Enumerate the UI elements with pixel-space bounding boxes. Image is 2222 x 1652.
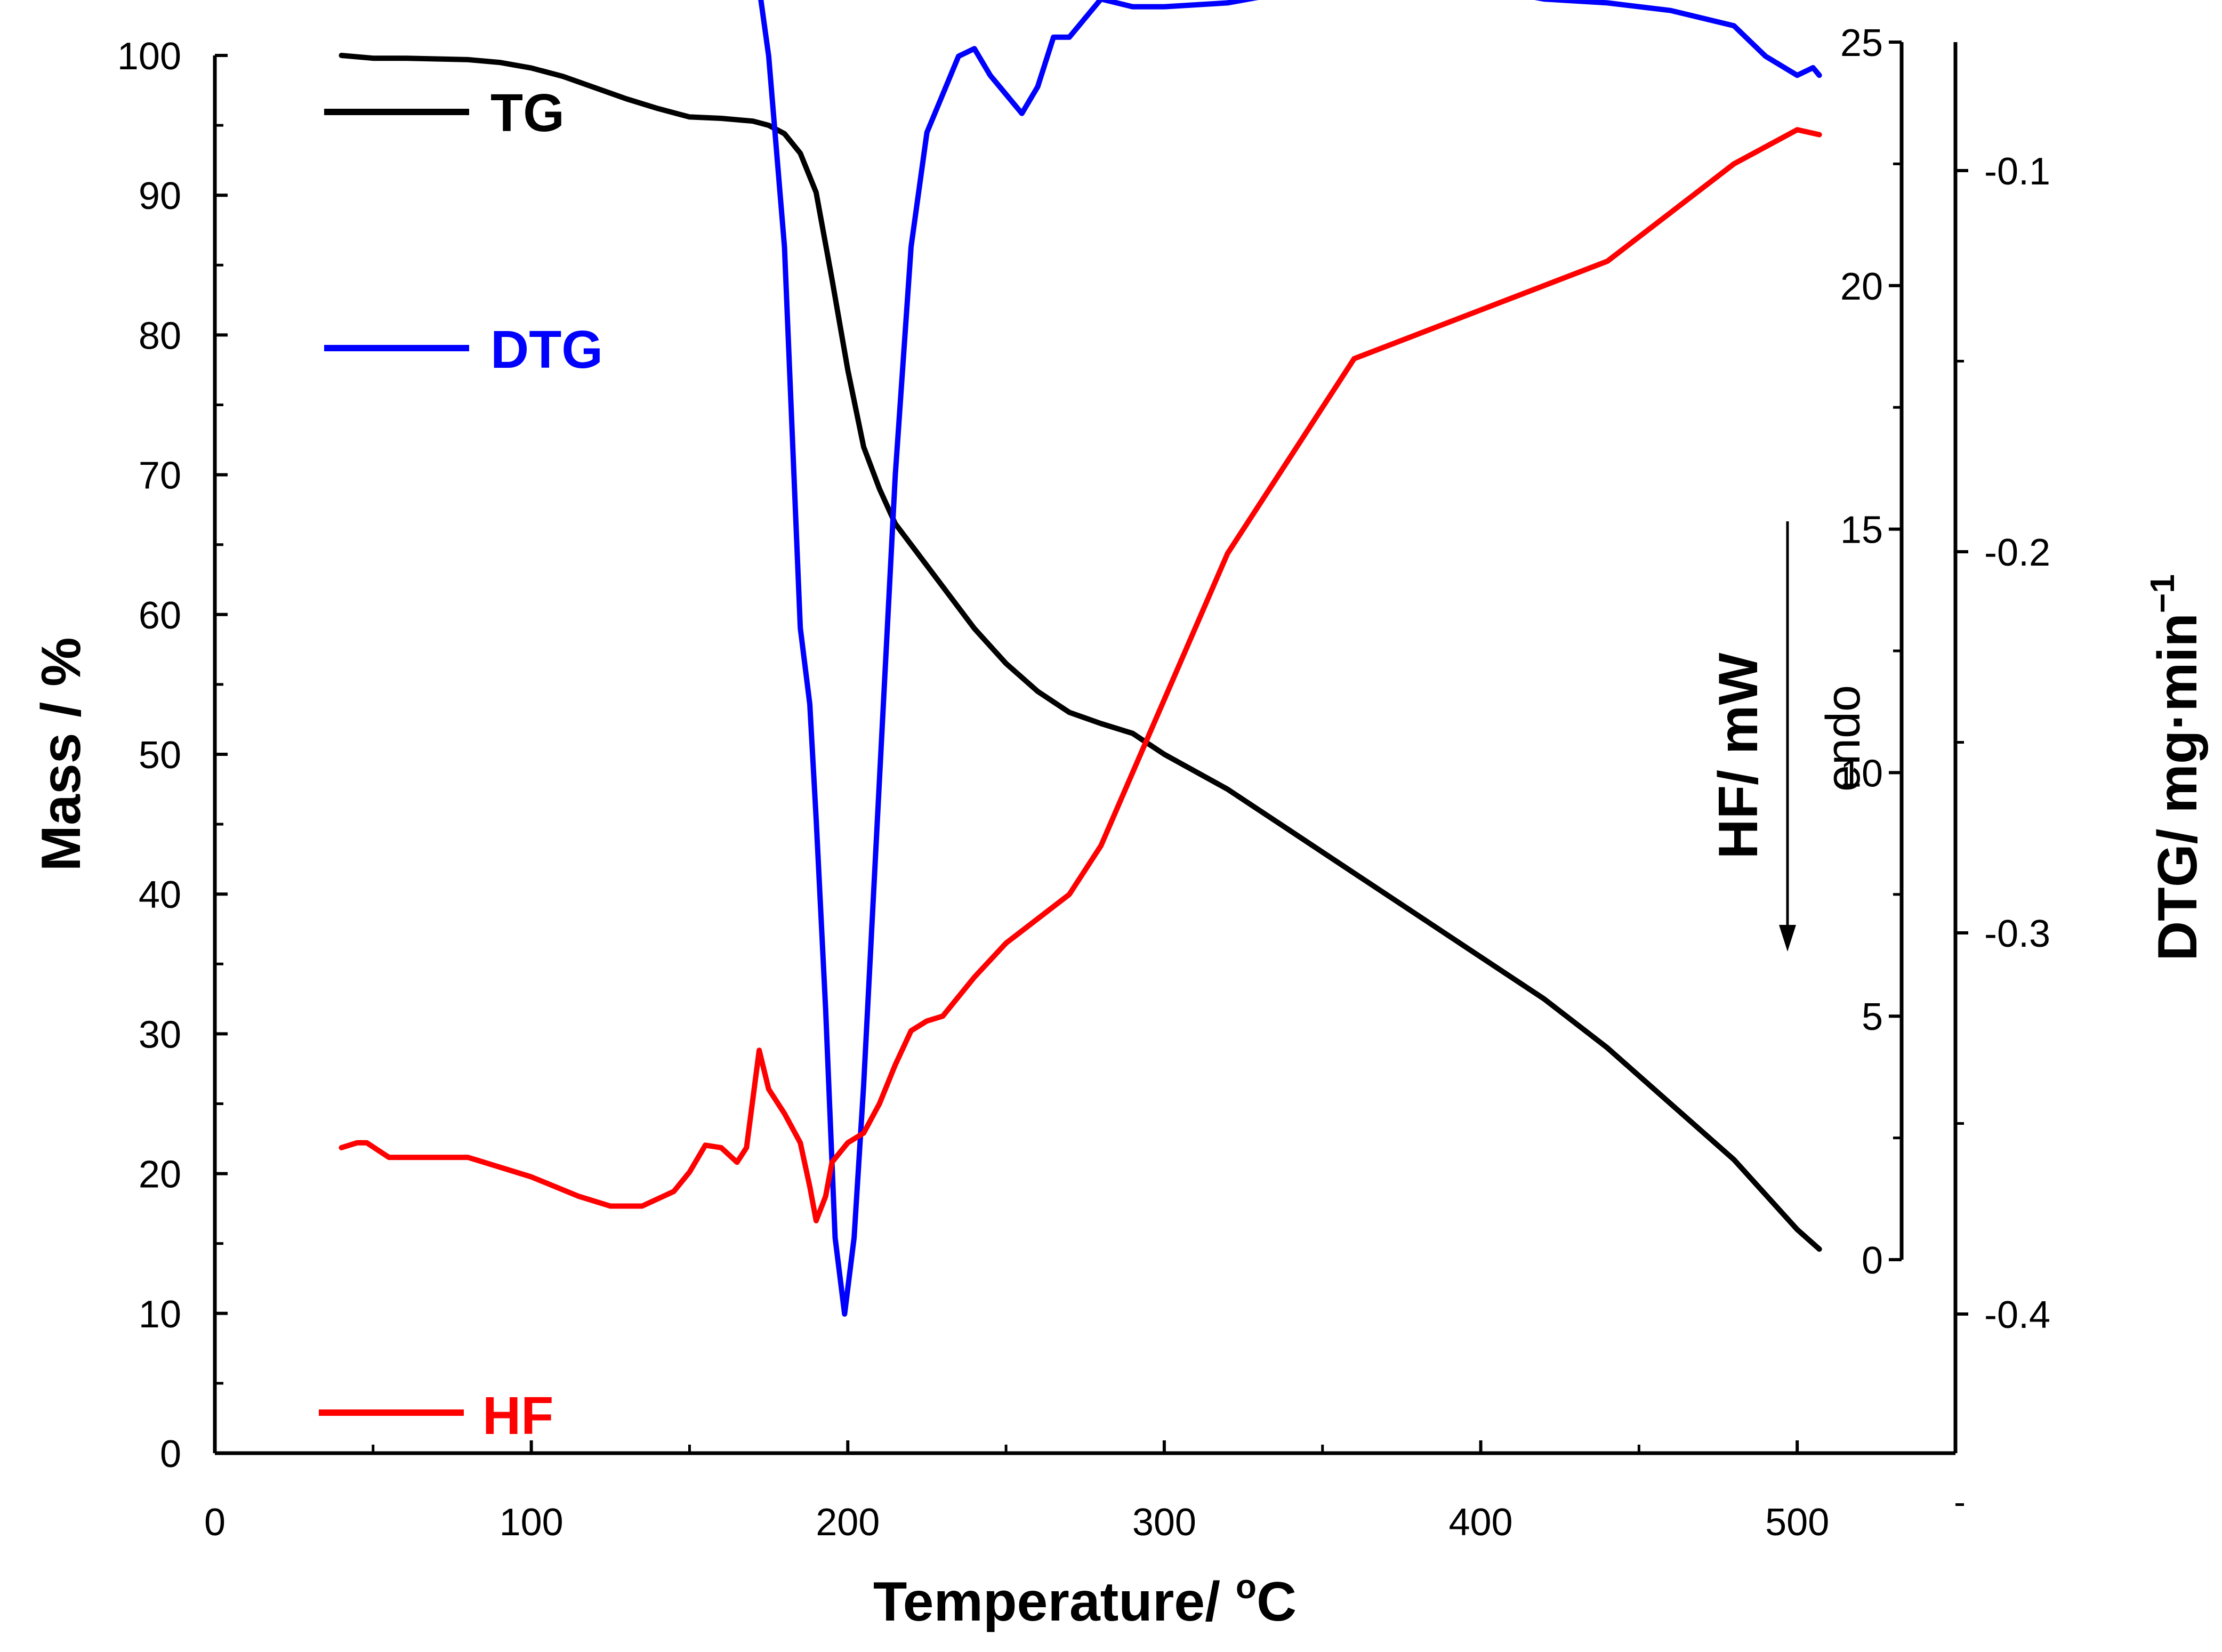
left-tick-label-10: 10: [139, 1293, 181, 1336]
x-axis-title-unit: C: [1257, 1571, 1297, 1633]
x-tick-label-0: 0: [204, 1501, 226, 1544]
series-layer: [339, 0, 1822, 1317]
left-tick-label-70: 70: [139, 455, 181, 497]
legend-layer: TG DTG HF: [319, 83, 603, 1446]
dtg-title-dot: ·: [2147, 712, 2209, 730]
legend-hf-label: HF: [482, 1386, 553, 1446]
endo-arrow-head: [1779, 925, 1796, 952]
series-line-dtg: [758, 0, 1822, 1317]
left-tick-label-20: 20: [139, 1154, 181, 1196]
left-tick-label-80: 80: [139, 315, 181, 357]
outer-right-axis-title: DTG/ mg·min−1: [2143, 574, 2209, 961]
axes-layer: [213, 42, 1958, 1455]
x-tick-label-100: 100: [500, 1501, 563, 1544]
left-tick-label-60: 60: [139, 594, 181, 637]
series-line-hf: [339, 127, 1822, 1223]
inner-tick-label-15: 15: [1840, 509, 1883, 552]
left-tick-label-90: 90: [139, 175, 181, 217]
x-tick-label-300: 300: [1132, 1501, 1196, 1544]
x-axis-title-sup: o: [1236, 1567, 1257, 1606]
outer-tick-label-0: -0.4: [1984, 1294, 2050, 1336]
x-axis-title: Temperature/ oC: [873, 1567, 1297, 1633]
dtg-title-main: DTG/ mg: [2147, 730, 2209, 961]
outer-tick-label-2: -0.2: [1984, 531, 2050, 574]
inner-tick-label-25: 25: [1840, 22, 1883, 65]
legend-dtg-label: DTG: [490, 320, 603, 380]
x-axis-title-main: Temperature/: [873, 1571, 1236, 1633]
endo-annotation: endo: [1817, 685, 1870, 792]
outer-tick-label-1: -0.3: [1984, 913, 2050, 955]
series-line-tg: [339, 53, 1822, 1252]
dtg-title-min: min: [2147, 613, 2209, 712]
inner-tick-label-5: 5: [1862, 996, 1883, 1038]
legend-tg-label: TG: [490, 83, 565, 143]
inner-tick-label-20: 20: [1840, 265, 1883, 308]
x-tick-label-400: 400: [1448, 1501, 1512, 1544]
inner-right-axis-title: HF/ mW: [1708, 652, 1769, 859]
titles-layer: Temperature/ oC Mass / % HF/ mW DTG/ mg·…: [30, 521, 2209, 1633]
left-axis-title: Mass / %: [30, 637, 92, 871]
left-tick-label-30: 30: [139, 1013, 181, 1056]
ticks-layer: 0 100 200 300 400 500 0 10 20 30 40 50 60 70 80 90 100 0 5…: [117, 22, 2050, 1544]
left-tick-label-0: 0: [160, 1433, 181, 1476]
left-tick-label-50: 50: [139, 734, 181, 777]
dtg-title-sup: −1: [2143, 574, 2181, 613]
outer-tick-label-3: -0.1: [1984, 150, 2050, 193]
x-tick-label-200: 200: [816, 1501, 880, 1544]
x-tick-label-500: 500: [1765, 1501, 1829, 1544]
inner-tick-label-0: 0: [1862, 1239, 1883, 1282]
left-tick-label-40: 40: [139, 874, 181, 916]
inner-tick-label-10: 10: [1840, 752, 1883, 795]
left-tick-label-100: 100: [117, 35, 181, 78]
